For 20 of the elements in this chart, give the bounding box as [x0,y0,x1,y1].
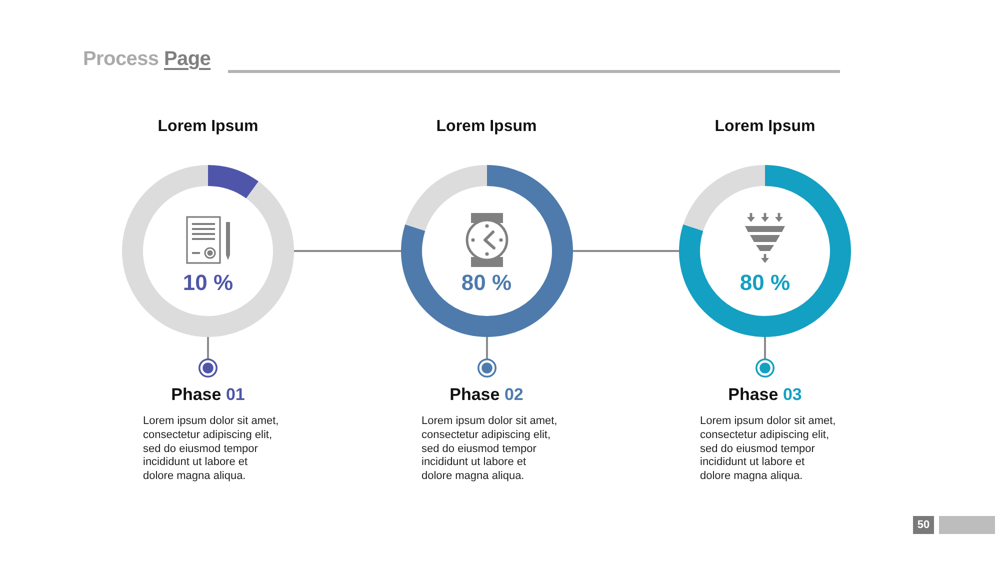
donut-slice [683,165,765,231]
text: 80 % [740,270,790,295]
donut-slice [400,165,572,337]
text: 80 % [461,270,512,295]
text: Lorem ipsum dolor sit amet, consectetur adipiscing elit, sed do eiusmod tempor incididunt ut labore et dolore magna aliqua. [143,415,279,482]
chart-title: Lorem Ipsum [436,118,537,135]
text: Phase 02 [450,385,524,404]
donut-slice [208,165,259,198]
text: Process Page [83,48,211,70]
chart-title: Lorem Ipsum [714,118,816,135]
text: 50 [917,519,930,531]
text: Phase 01 [171,385,245,404]
donut-slice [679,165,851,337]
donut-slice [122,165,294,337]
chart-title: Lorem Ipsum [158,118,258,135]
text: Phase 03 [728,385,802,404]
donut-slice [404,165,486,231]
text: Lorem ipsum dolor sit amet, consectetur adipiscing elit, sed do eiusmod tempor incididunt ut labore et dolore magna aliqua. [700,415,836,482]
text: Lorem ipsum dolor sit amet, consectetur adipiscing elit, sed do eiusmod tempor incididunt ut labore et dolore magna aliqua. [422,415,558,482]
text: 10 % [182,270,234,295]
